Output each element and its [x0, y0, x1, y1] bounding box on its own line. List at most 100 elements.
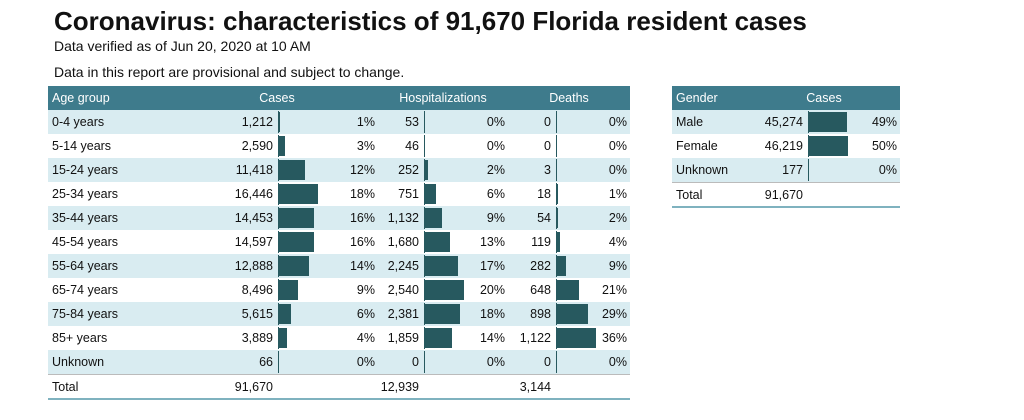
deaths-bar-cell: [556, 134, 596, 158]
deaths-value: 282: [508, 254, 556, 278]
table-row: Unknown 66 0% 0 0% 0 0%: [48, 350, 630, 375]
hosp-bar: [424, 328, 452, 348]
deaths-bar-cell: [556, 110, 596, 134]
cases-value: 66: [176, 350, 278, 375]
gender-cases-value: 46,219: [748, 134, 808, 158]
cases-bar: [278, 280, 298, 300]
hosp-bar-axis: [424, 351, 425, 373]
deaths-percent: 0%: [596, 350, 630, 375]
cases-bar: [278, 328, 287, 348]
table-row: 35-44 years 14,453 16% 1,132 9% 54 2%: [48, 206, 630, 230]
deaths-bar-cell: [556, 302, 596, 326]
hosp-percent: 0%: [464, 134, 508, 158]
hosp-value: 2,540: [378, 278, 424, 302]
cases-percent: 14%: [320, 254, 378, 278]
hosp-percent: 18%: [464, 302, 508, 326]
table-row: 5-14 years 2,590 3% 46 0% 0 0%: [48, 134, 630, 158]
cases-bar-cell: [278, 350, 320, 375]
gender-label: Female: [672, 134, 748, 158]
deaths-bar-axis: [556, 111, 557, 133]
cases-value: 16,446: [176, 182, 278, 206]
hosp-bar-cell: [424, 254, 464, 278]
cases-value: 3,889: [176, 326, 278, 350]
gender-cases-bar: [808, 112, 847, 132]
cases-percent: 4%: [320, 326, 378, 350]
hosp-value: 46: [378, 134, 424, 158]
deaths-value: 898: [508, 302, 556, 326]
total-hospitalizations: 12,939: [320, 374, 424, 400]
hosp-percent: 0%: [464, 350, 508, 375]
deaths-bar: [556, 280, 579, 300]
table-row: Female 46,219 50%: [672, 134, 900, 158]
col-cases: Cases: [176, 86, 378, 110]
deaths-bar-axis: [556, 135, 557, 157]
age-group-label: 0-4 years: [48, 110, 176, 134]
gender-cases-percent: 49%: [850, 110, 900, 134]
cases-bar-cell: [278, 206, 320, 230]
hosp-bar-cell: [424, 182, 464, 206]
page-title: Coronavirus: characteristics of 91,670 F…: [54, 6, 807, 36]
hosp-bar-cell: [424, 230, 464, 254]
deaths-value: 648: [508, 278, 556, 302]
table-row: 0-4 years 1,212 1% 53 0% 0 0%: [48, 110, 630, 134]
cases-percent: 12%: [320, 158, 378, 182]
total-deaths: 3,144: [508, 374, 556, 400]
col-deaths: Deaths: [508, 86, 630, 110]
hosp-bar: [424, 280, 464, 300]
cases-bar: [278, 184, 318, 204]
cases-bar-cell: [278, 302, 320, 326]
hosp-value: 1,859: [378, 326, 424, 350]
table-row: 45-54 years 14,597 16% 1,680 13% 119 4%: [48, 230, 630, 254]
cases-bar-cell: [278, 110, 320, 134]
total-row: Total 91,670 12,939 3,144: [48, 374, 630, 400]
table-row: 15-24 years 11,418 12% 252 2% 3 0%: [48, 158, 630, 182]
hosp-percent: 2%: [464, 158, 508, 182]
hosp-bar-cell: [424, 350, 464, 375]
cases-value: 8,496: [176, 278, 278, 302]
deaths-value: 1,122: [508, 326, 556, 350]
deaths-value: 0: [508, 110, 556, 134]
cases-bar-cell: [278, 158, 320, 182]
hosp-value: 0: [378, 350, 424, 375]
hosp-bar: [424, 160, 428, 180]
table-row: 55-64 years 12,888 14% 2,245 17% 282 9%: [48, 254, 630, 278]
hosp-bar-cell: [424, 278, 464, 302]
cases-bar-cell: [278, 254, 320, 278]
deaths-bar: [556, 256, 566, 276]
age-group-label: 75-84 years: [48, 302, 176, 326]
hosp-value: 252: [378, 158, 424, 182]
deaths-bar-cell: [556, 206, 596, 230]
cases-percent: 0%: [320, 350, 378, 375]
cases-value: 12,888: [176, 254, 278, 278]
total-cases: 91,670: [176, 374, 278, 400]
deaths-value: 54: [508, 206, 556, 230]
hosp-bar-cell: [424, 302, 464, 326]
gender-cases-percent: 0%: [850, 158, 900, 183]
deaths-bar: [556, 304, 588, 324]
cases-bar-cell: [278, 326, 320, 350]
cases-percent: 3%: [320, 134, 378, 158]
hosp-bar: [424, 304, 460, 324]
deaths-percent: 36%: [596, 326, 630, 350]
hosp-bar-axis: [424, 111, 425, 133]
deaths-bar: [556, 184, 558, 204]
age-group-label: 65-74 years: [48, 278, 176, 302]
cases-percent: 16%: [320, 230, 378, 254]
deaths-bar-cell: [556, 182, 596, 206]
hosp-bar-cell: [424, 326, 464, 350]
hosp-value: 1,680: [378, 230, 424, 254]
deaths-bar: [556, 328, 596, 348]
hosp-bar: [424, 232, 450, 252]
deaths-bar-cell: [556, 278, 596, 302]
cases-bar: [278, 136, 285, 156]
table-row: Unknown 177 0%: [672, 158, 900, 183]
gender-cases-bar-cell: [808, 158, 850, 183]
gender-cases-bar-axis: [808, 159, 809, 181]
age-group-table: Age group Cases Hospitalizations Deaths …: [48, 86, 630, 400]
hosp-bar: [424, 184, 436, 204]
age-group-label: 55-64 years: [48, 254, 176, 278]
deaths-bar-cell: [556, 350, 596, 375]
hosp-bar: [424, 256, 458, 276]
table-row: 75-84 years 5,615 6% 2,381 18% 898 29%: [48, 302, 630, 326]
deaths-bar-cell: [556, 158, 596, 182]
